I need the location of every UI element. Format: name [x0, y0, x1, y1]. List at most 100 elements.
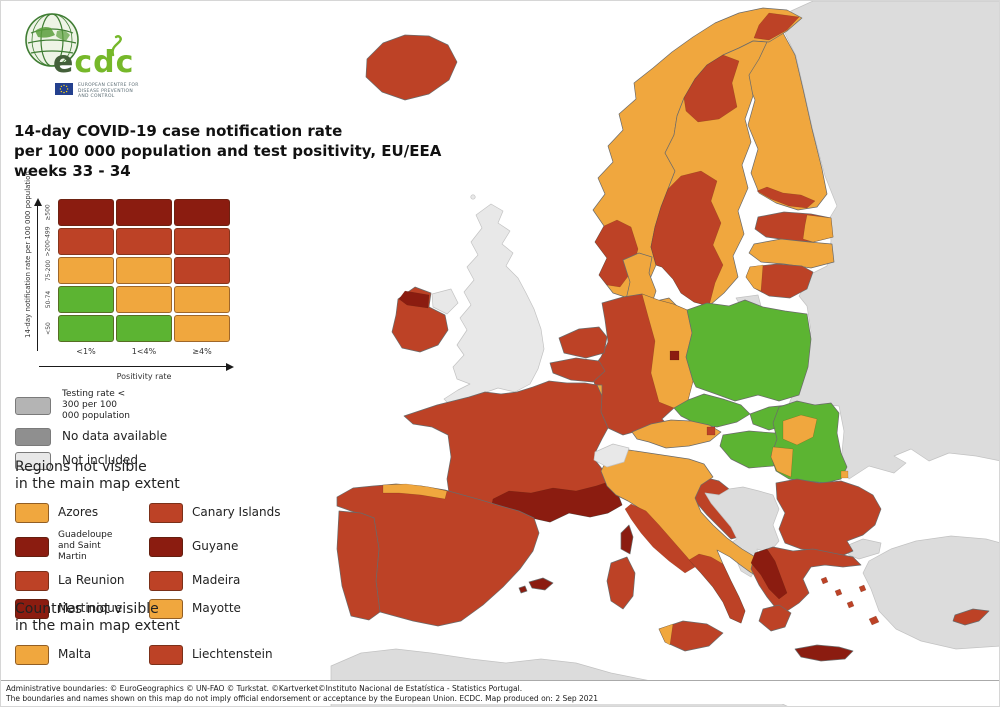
- region-sweden-north: [683, 54, 740, 123]
- region-estonia-east: [802, 214, 834, 243]
- map-title: 14-day COVID-19 case notification rate p…: [14, 121, 441, 181]
- matrix-cell: [116, 228, 172, 255]
- region-austria: [631, 419, 722, 449]
- legend-label: Madeira: [192, 573, 241, 587]
- color-swatch: [15, 451, 51, 470]
- countries-list: Malta Liechtenstein: [15, 644, 325, 665]
- region-belgium: [549, 357, 606, 383]
- region-united-kingdom: [443, 203, 545, 406]
- color-swatch: [149, 570, 183, 591]
- legend-item: Canary Islands: [149, 502, 325, 523]
- ecdc-logo: ecdc EUROPEAN CENTRE FOR DISEASE PREVENTI…: [17, 7, 207, 107]
- logo-subtitle: EUROPEAN CENTRE FOR DISEASE PREVENTION AND…: [78, 83, 139, 99]
- region-peloponnese: [758, 604, 792, 632]
- y-tick-label: 75-200: [45, 259, 53, 282]
- legend-label: Guadeloupe and Saint Martin: [58, 530, 113, 562]
- region-turkey: [845, 535, 999, 650]
- x-axis-label: Positivity rate: [116, 372, 172, 381]
- risk-matrix-legend: 14-day notification rate per 100 000 pop…: [11, 171, 261, 391]
- color-swatch: [149, 644, 183, 665]
- x-tick-label: <1%: [76, 347, 96, 356]
- legend-label: Malta: [58, 647, 92, 661]
- region-aegean-islands: [820, 576, 880, 626]
- matrix-cell: [174, 286, 230, 313]
- matrix-cell: [116, 257, 172, 284]
- region-northern-ireland: [431, 288, 459, 315]
- map-footer: Administrative boundaries: © EuroGeograp…: [1, 680, 999, 704]
- matrix-cell: [174, 199, 230, 226]
- color-swatch: [149, 598, 183, 619]
- eu-flag-icon: [55, 83, 73, 95]
- matrix-cell: [116, 286, 172, 313]
- color-swatch: [15, 396, 51, 415]
- x-axis-arrow: [39, 361, 234, 373]
- matrix-cell: [116, 315, 172, 342]
- y-tick-label: <50: [44, 322, 52, 335]
- region-finland: [744, 20, 828, 211]
- region-poland: [685, 299, 812, 402]
- ecdc-wordmark: ecdc: [53, 45, 135, 80]
- matrix-cell: [58, 199, 114, 226]
- region-germany-east: [641, 293, 694, 409]
- legend-label: Testing rate < 300 per 100 000 populatio…: [62, 389, 130, 421]
- footer-line-2: The boundaries and names shown on this m…: [6, 694, 599, 703]
- color-swatch: [15, 644, 49, 665]
- y-tick-label: 50-74: [45, 290, 52, 309]
- region-latvia: [748, 238, 835, 269]
- y-tick-label: ≥500: [45, 204, 53, 221]
- legend-label: Canary Islands: [192, 505, 281, 519]
- legend-label: Martinique: [58, 601, 123, 615]
- snake-icon: [111, 35, 122, 57]
- color-swatch: [149, 502, 183, 523]
- x-tick-label: ≥4%: [192, 347, 212, 356]
- footer-line-1: Administrative boundaries: © EuroGeograp…: [6, 684, 523, 693]
- legend-label: Liechtenstein: [192, 647, 273, 661]
- x-axis-tick-labels: <1% 1<4% ≥4%: [58, 347, 230, 356]
- legend-item: Liechtenstein: [149, 644, 325, 665]
- region-bulgaria: [775, 478, 882, 558]
- legend-item: Guadeloupe and Saint Martin: [15, 530, 149, 563]
- region-iceland: [365, 34, 458, 101]
- matrix-cell: [174, 228, 230, 255]
- legend-item: La Reunion: [15, 570, 149, 591]
- color-swatch: [15, 502, 49, 523]
- title-line-1: 14-day COVID-19 case notification rate: [14, 122, 343, 140]
- color-swatch: [15, 427, 51, 446]
- region-finland-south: [756, 186, 816, 209]
- regions-list: Azores Canary Islands Guadeloupe and Saint…: [15, 502, 325, 619]
- region-netherlands: [558, 326, 608, 359]
- region-sicily-west: [658, 623, 674, 646]
- matrix-cell: [58, 257, 114, 284]
- regions-heading: Regions not visible in the main map exte…: [15, 459, 180, 492]
- legend-label: Guyane: [192, 539, 239, 553]
- region-balearics: [518, 577, 554, 594]
- legend-item: Guyane: [149, 530, 325, 563]
- title-line-3: weeks 33 - 34: [14, 162, 131, 180]
- region-shetland-isles: [470, 194, 476, 200]
- legend-label: Azores: [58, 505, 99, 519]
- region-greece-west: [750, 548, 788, 600]
- color-swatch: [15, 570, 49, 591]
- y-axis-arrow: [32, 198, 44, 351]
- region-portugal: [336, 510, 381, 621]
- region-romania-northwest: [782, 414, 818, 446]
- legend-item: Azores: [15, 502, 149, 523]
- globe-icon: [25, 13, 79, 67]
- matrix-cells: [58, 199, 230, 342]
- region-romania-west: [770, 446, 794, 478]
- region-spain-north: [382, 483, 448, 500]
- color-swatch: [15, 598, 49, 619]
- matrix-cell: [58, 286, 114, 313]
- region-switzerland: [593, 443, 630, 468]
- region-berlin: [669, 350, 680, 361]
- legend-label: La Reunion: [58, 573, 125, 587]
- matrix-cell: [58, 228, 114, 255]
- color-swatch: [15, 536, 49, 557]
- legend-item: Not included: [15, 451, 167, 470]
- countries-heading: Countries not visible in the main map ex…: [15, 601, 180, 634]
- legend-label: Not included: [62, 453, 138, 467]
- region-italy-tuscany-lazio: [624, 503, 696, 574]
- y-axis-label: 14-day notification rate per 100 000 pop…: [24, 171, 32, 338]
